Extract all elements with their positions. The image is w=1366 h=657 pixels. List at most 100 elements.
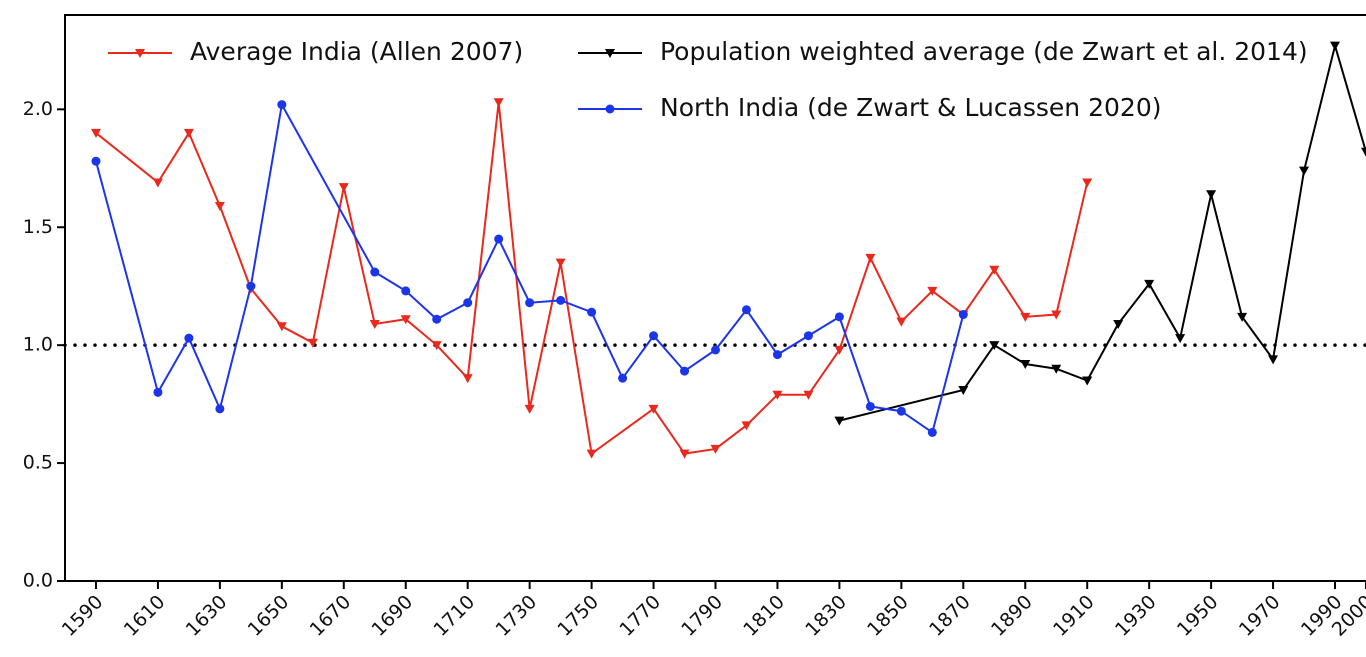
point [834, 416, 845, 426]
x-tick-label: 1850 [863, 591, 913, 641]
point [276, 322, 287, 332]
point [1206, 190, 1217, 200]
x-tick-label: 1630 [182, 591, 232, 641]
y-tick-label: 2.0 [23, 98, 53, 120]
y-tick-label: 0.5 [23, 452, 53, 474]
point [183, 128, 194, 138]
point [741, 421, 752, 431]
point [463, 298, 473, 308]
point [524, 404, 535, 414]
point [90, 128, 101, 138]
point [1082, 376, 1093, 386]
point [649, 331, 659, 341]
point [555, 258, 566, 268]
legend-label: Average India (Allen 2007) [190, 37, 523, 66]
point [1268, 355, 1279, 365]
legend-label: Population weighted average (de Zwart et… [660, 37, 1308, 66]
point [214, 202, 225, 212]
x-tick-label: 1830 [801, 591, 851, 641]
point [772, 350, 782, 360]
x-tick-label: 1790 [677, 591, 727, 641]
point [338, 183, 349, 193]
point [1330, 41, 1341, 51]
x-tick-label: 1930 [1111, 591, 1161, 641]
legend-item: North India (de Zwart & Lucassen 2020) [578, 93, 1161, 122]
x-tick-label: 1770 [615, 591, 665, 641]
point [834, 345, 845, 355]
point [1144, 279, 1155, 289]
legend-label: North India (de Zwart & Lucassen 2020) [660, 93, 1161, 122]
point [153, 387, 163, 397]
point [431, 341, 442, 351]
point [1051, 310, 1062, 320]
point [648, 404, 659, 414]
point [865, 401, 875, 411]
point [803, 390, 814, 400]
x-tick-label: 1970 [1235, 591, 1285, 641]
series-line [95, 102, 1089, 456]
legend-item: Population weighted average (de Zwart et… [578, 37, 1308, 66]
legend-marker [135, 49, 145, 58]
point [215, 404, 225, 414]
x-tick-label: 1710 [429, 591, 479, 641]
point [679, 449, 690, 459]
point [710, 444, 721, 454]
point [680, 366, 690, 376]
point [989, 341, 1000, 351]
point [1361, 147, 1366, 157]
point [401, 286, 411, 296]
point [1020, 360, 1031, 370]
point [803, 331, 813, 341]
legend-marker [605, 104, 615, 114]
x-tick-label: 1730 [491, 591, 541, 641]
y-tick-label: 1.0 [23, 334, 53, 356]
x-tick-label: 1950 [1173, 591, 1223, 641]
x-tick-label: 1610 [120, 591, 170, 641]
plot-frame [64, 14, 1366, 581]
point [307, 338, 318, 348]
point [989, 265, 1000, 275]
x-tick-label: 1750 [553, 591, 603, 641]
point [1051, 364, 1062, 374]
point [1237, 312, 1248, 322]
legend-marker [605, 49, 615, 58]
point [400, 315, 411, 325]
point [587, 307, 597, 317]
point [277, 100, 287, 110]
point [958, 310, 968, 320]
point [1299, 166, 1310, 176]
x-tick-label: 1670 [306, 591, 356, 641]
point [1113, 319, 1124, 329]
x-tick-label: 1810 [739, 591, 789, 641]
point [711, 345, 720, 355]
point [525, 298, 535, 308]
point [493, 98, 504, 108]
point [1082, 178, 1093, 188]
x-tick-label: 1590 [58, 591, 108, 641]
point [494, 234, 504, 244]
point [1020, 312, 1031, 322]
point [246, 281, 256, 291]
x-tick-label: 1890 [987, 591, 1037, 641]
point [432, 314, 442, 324]
point [370, 267, 380, 277]
point [184, 333, 194, 343]
x-tick-label: 1690 [368, 591, 418, 641]
point [618, 373, 628, 383]
point [927, 286, 938, 296]
series-line [95, 101, 965, 435]
point [1175, 334, 1186, 344]
point [834, 312, 844, 322]
point [586, 449, 597, 459]
point [772, 390, 783, 400]
y-tick-label: 0.0 [23, 570, 53, 592]
y-tick-label: 1.5 [23, 216, 53, 238]
point [896, 406, 906, 416]
point [152, 178, 163, 188]
x-tick-label: 1870 [925, 591, 975, 641]
point [896, 317, 907, 327]
point [91, 156, 101, 166]
x-tick-label: 1650 [244, 591, 294, 641]
point [927, 427, 937, 437]
